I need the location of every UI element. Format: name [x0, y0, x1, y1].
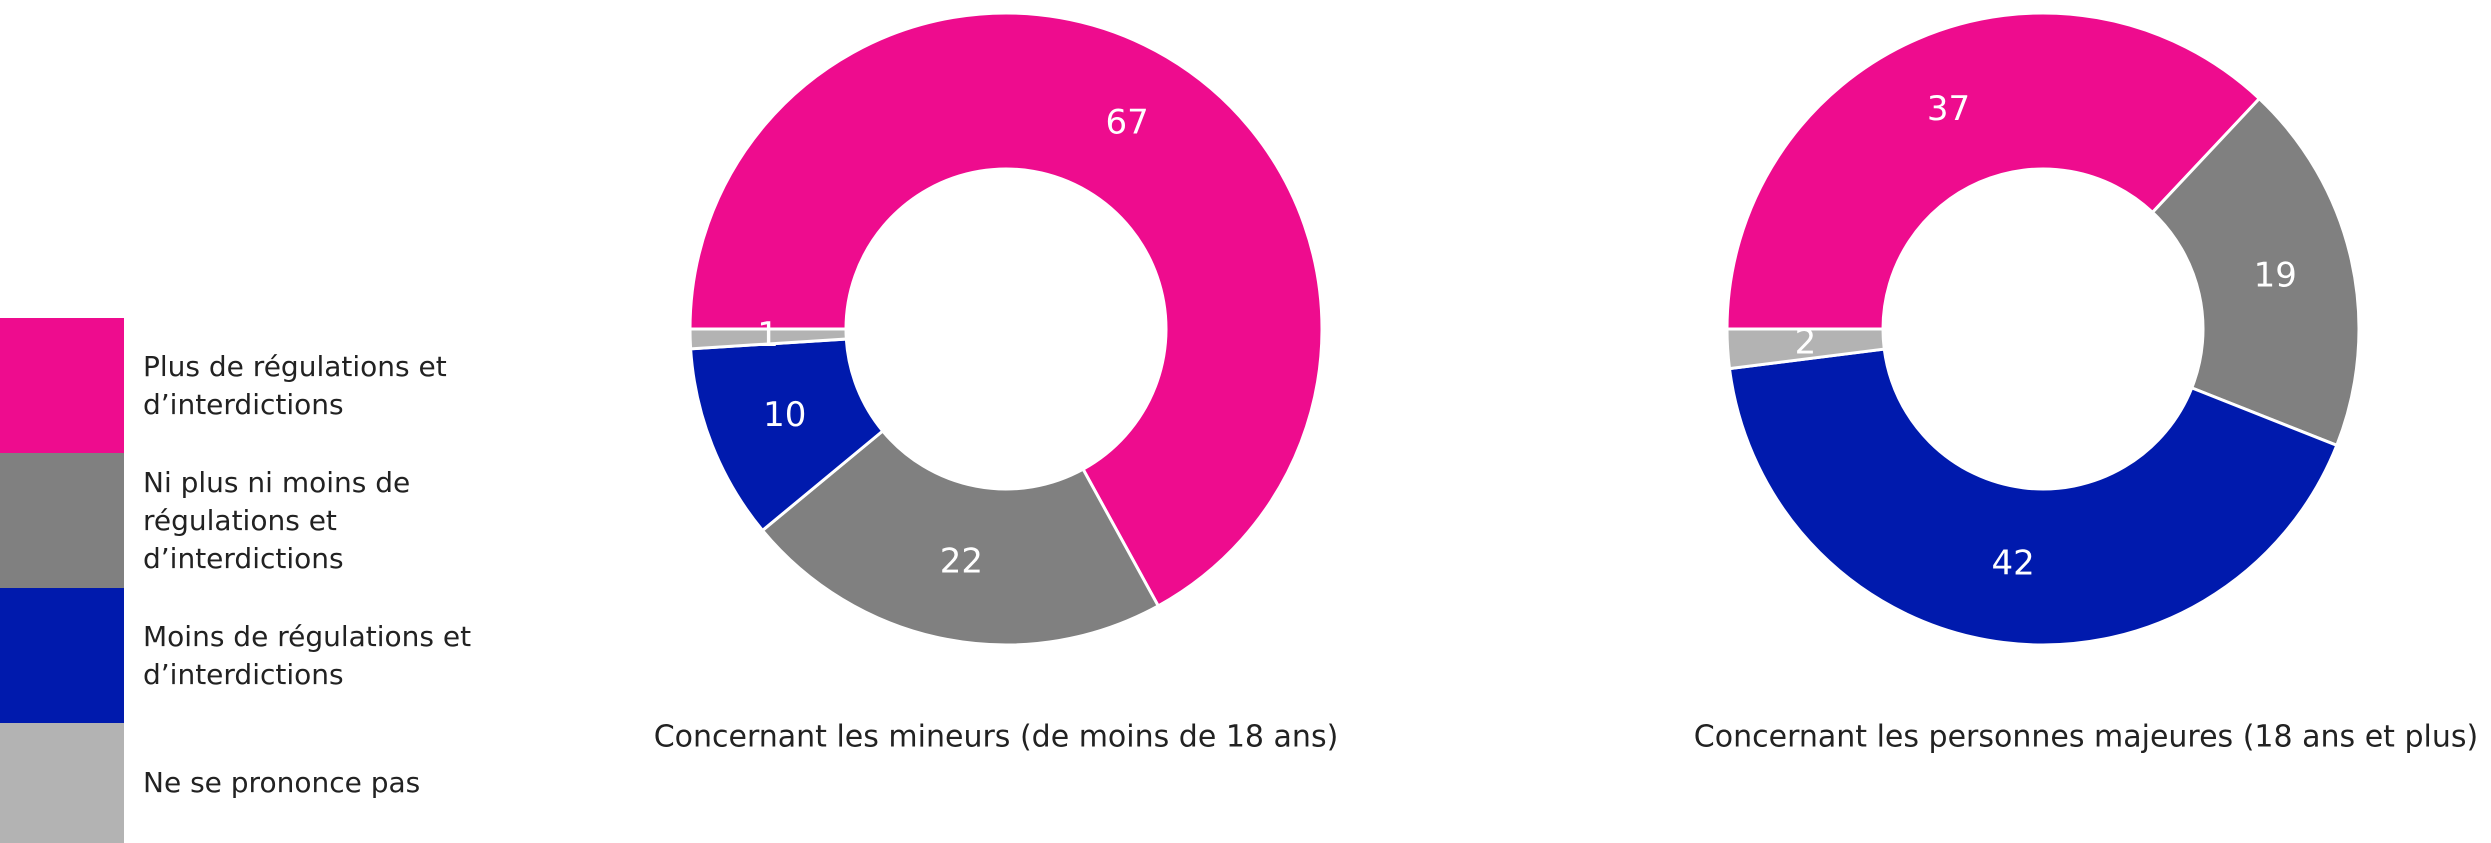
data-label: 2 [1795, 322, 1817, 362]
legend-label: Plus de régulations et d’interdictions [143, 318, 523, 453]
data-label: 1 [757, 315, 779, 355]
legend-swatch [0, 318, 124, 453]
donut-slice [688, 11, 1324, 608]
legend-swatch [0, 453, 124, 588]
donut-slice [688, 327, 848, 351]
data-label: 19 [2254, 256, 2297, 296]
legend-text: Moins de régulations et d’interdictions [143, 619, 472, 691]
chart-caption: Concernant les mineurs (de moins de 18 a… [654, 720, 1339, 755]
donut-slice [1725, 11, 2262, 331]
chart-caption: Concernant les personnes majeures (18 an… [1694, 720, 2478, 755]
legend-label: Ne se prononce pas [143, 723, 523, 843]
donut-slice [1727, 347, 2339, 647]
legend-label: Moins de régulations et d’interdictions [143, 588, 523, 723]
legend-text: Ne se prononce pas [143, 766, 421, 799]
donut-slice [760, 428, 1161, 647]
legend-swatch [0, 723, 124, 843]
data-label: 42 [1992, 544, 2035, 584]
donut-slice [2150, 96, 2361, 448]
legend-text: Ni plus ni moins de régulations et d’int… [143, 465, 411, 575]
data-label: 67 [1106, 103, 1149, 143]
data-label: 10 [763, 395, 806, 435]
data-label: 37 [1927, 89, 1970, 129]
donut-slice [1725, 327, 1886, 371]
data-label: 22 [940, 541, 983, 581]
legend-label: Ni plus ni moins de régulations et d’int… [143, 453, 523, 588]
legend-swatch [0, 588, 124, 723]
legend-text: Plus de régulations et d’interdictions [143, 349, 447, 421]
